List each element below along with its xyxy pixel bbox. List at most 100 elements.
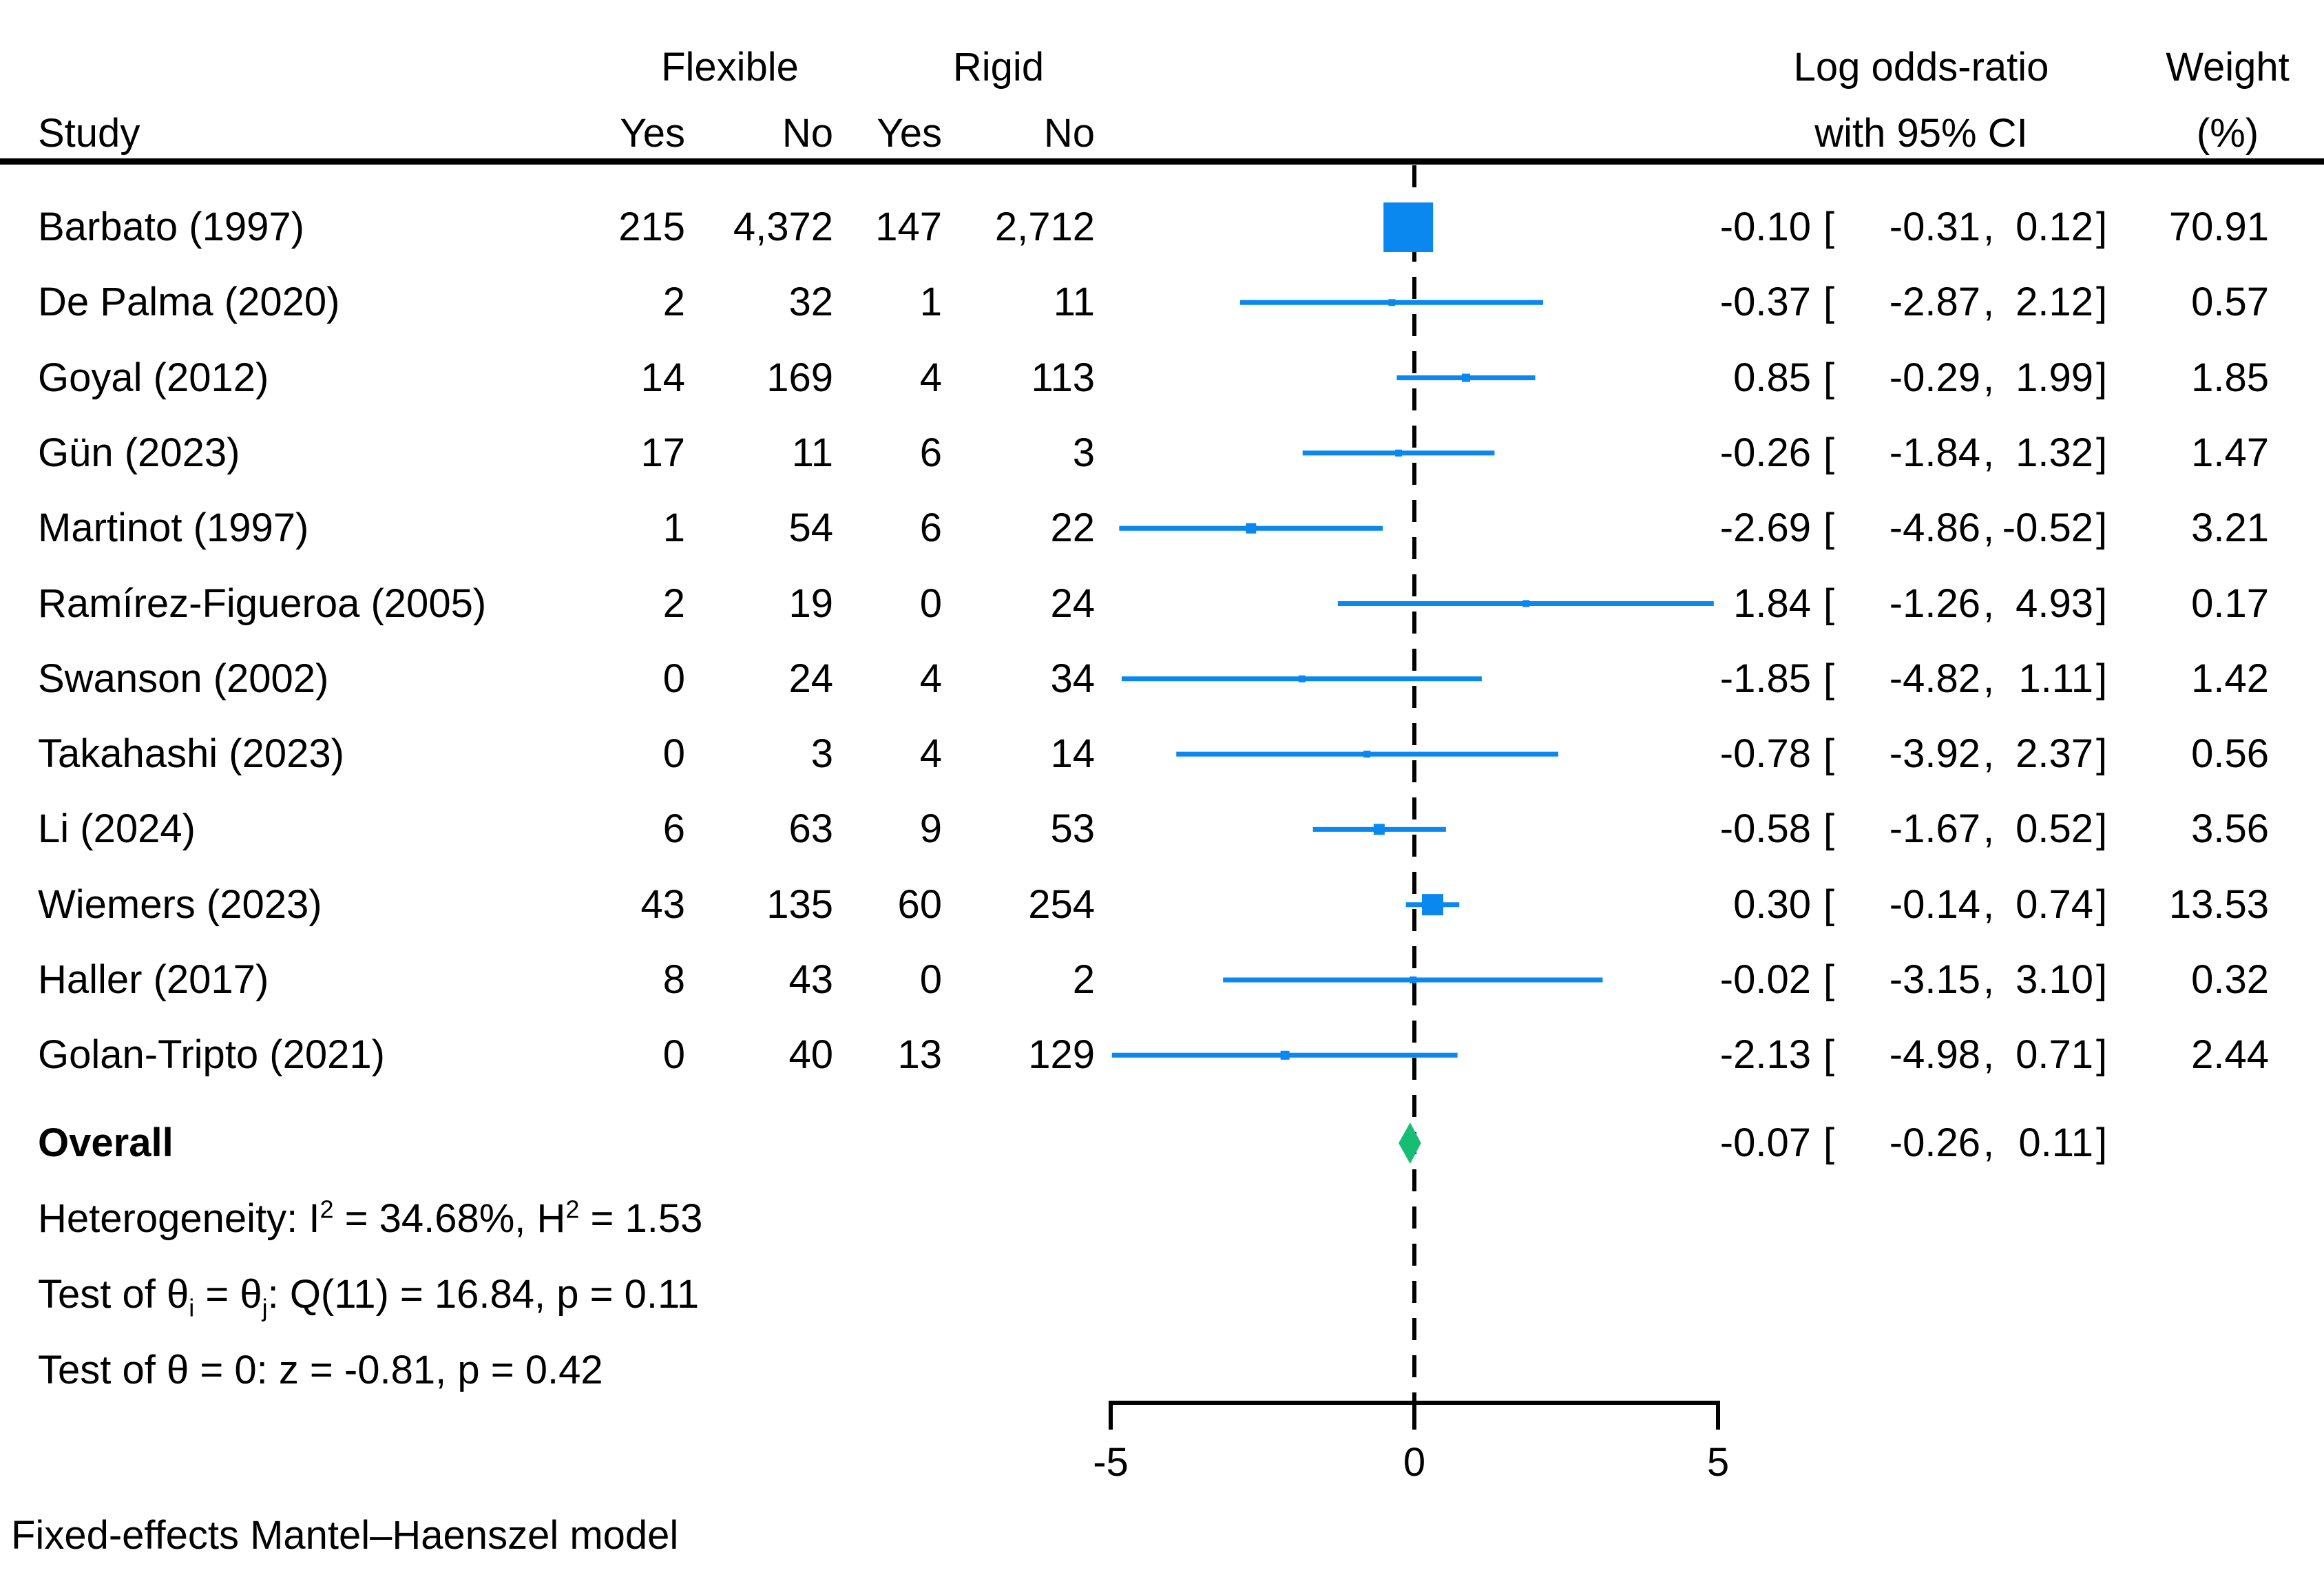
flexible-no-count: 169 bbox=[766, 355, 833, 400]
overall-row: Overall -0.07 [-0.26, 0.11] bbox=[0, 1111, 2324, 1175]
ci-upper: 1.11 bbox=[2018, 656, 2093, 701]
study-row: Li (2024) 6 63 9 53 -0.58 [-1.67, 0.52] 3.56 bbox=[0, 797, 2324, 861]
study-label: Martinot (1997) bbox=[38, 505, 309, 551]
comma: , bbox=[1983, 430, 1995, 475]
weight-value: 0.17 bbox=[2191, 581, 2269, 626]
weight-value: 13.53 bbox=[2168, 881, 2269, 927]
study-row: Martinot (1997) 1 54 6 22 -2.69 [-4.86, -0.52] 3… bbox=[0, 497, 2324, 560]
study-label: Haller (2017) bbox=[38, 957, 269, 1002]
study-row: Haller (2017) 8 43 0 2 -0.02 [-3.15, 3.10] 0.32 bbox=[0, 948, 2324, 1012]
rigid-no-count: 113 bbox=[1031, 355, 1095, 400]
flexible-no-count: 11 bbox=[791, 430, 833, 475]
study-row: De Palma (2020) 2 32 1 11 -0.37[-2.87, 2.12] 0.… bbox=[0, 271, 2324, 334]
study-label: Ramírez-Figueroa (2005) bbox=[38, 581, 487, 626]
effect-marker bbox=[1246, 523, 1257, 534]
rigid-yes-count: 4 bbox=[919, 731, 942, 777]
close-bracket: ] bbox=[2096, 505, 2108, 551]
h-squared-sup: 2 bbox=[565, 1195, 580, 1224]
rigid-no-count: 22 bbox=[1050, 505, 1095, 551]
ci-upper: 0.71 bbox=[2016, 1032, 2093, 1078]
study-label: Li (2024) bbox=[38, 806, 196, 852]
comma: , bbox=[1983, 656, 1995, 701]
flexible-no-count: 3 bbox=[810, 731, 833, 777]
weight-value: 3.21 bbox=[2191, 505, 2269, 551]
ci-upper: 0.74 bbox=[2016, 881, 2093, 927]
comma: , bbox=[1983, 1120, 1995, 1165]
open-bracket: [ bbox=[1823, 1120, 1835, 1165]
flexible-yes-count: 43 bbox=[640, 881, 685, 927]
open-bracket: [ bbox=[1823, 430, 1835, 475]
flexible-yes-count: 2 bbox=[662, 581, 685, 626]
study-label: Takahashi (2023) bbox=[38, 731, 344, 777]
study-label: Gün (2023) bbox=[38, 430, 240, 475]
close-bracket: ] bbox=[2096, 957, 2108, 1002]
open-bracket: [ bbox=[1823, 205, 1835, 249]
comma: , bbox=[1983, 280, 1995, 325]
ci-upper: -0.52 bbox=[2002, 505, 2093, 551]
open-bracket: [ bbox=[1823, 1032, 1835, 1078]
weight-value: 0.32 bbox=[2191, 957, 2269, 1002]
ci-upper: 0.52 bbox=[2016, 806, 2093, 852]
comma: , bbox=[1983, 881, 1995, 927]
z-test-line: Test of θ = 0: z = -0.81, p = 0.42 bbox=[38, 1348, 603, 1392]
effect-estimate: 0.30 bbox=[1733, 881, 1811, 927]
close-bracket: ] bbox=[2096, 581, 2108, 626]
open-bracket: [ bbox=[1823, 581, 1835, 626]
effect-estimate: -0.58 bbox=[1719, 806, 1811, 852]
close-bracket: ] bbox=[2096, 806, 2108, 852]
ci-upper: 3.10 bbox=[2016, 957, 2093, 1002]
comma: , bbox=[1983, 957, 1995, 1002]
flexible-yes-count: 14 bbox=[640, 355, 685, 400]
header-flexible-no: No bbox=[782, 111, 833, 156]
flexible-no-count: 4,372 bbox=[733, 205, 833, 249]
flexible-no-count: 135 bbox=[766, 881, 833, 927]
weight-value: 3.56 bbox=[2191, 806, 2269, 852]
rigid-no-count: 3 bbox=[1072, 430, 1095, 475]
rigid-yes-count: 0 bbox=[919, 957, 942, 1002]
rigid-yes-count: 13 bbox=[897, 1032, 942, 1078]
header-rigid-yes: Yes bbox=[877, 111, 942, 156]
header-weight-line2: (%) bbox=[2196, 111, 2259, 156]
effect-marker bbox=[1461, 373, 1470, 382]
effect-marker bbox=[1280, 1050, 1290, 1060]
effect-marker bbox=[1373, 824, 1385, 835]
rigid-no-count: 24 bbox=[1050, 581, 1095, 626]
effect-marker bbox=[1395, 449, 1403, 457]
ci-upper: 1.99 bbox=[2016, 355, 2093, 400]
ci-lower: -4.82 bbox=[1889, 656, 1980, 701]
rigid-yes-count: 1 bbox=[919, 280, 942, 325]
overall-diamond bbox=[1399, 1122, 1421, 1164]
ci-lower: -4.98 bbox=[1889, 1032, 1980, 1078]
q-test-line: Test of θi = θj: Q(11) = 16.84, p = 0.11 bbox=[38, 1272, 700, 1322]
effect-estimate: -0.37 bbox=[1719, 280, 1811, 325]
rigid-no-count: 2 bbox=[1072, 957, 1095, 1002]
study-label: Swanson (2002) bbox=[38, 656, 329, 701]
flexible-yes-count: 0 bbox=[662, 731, 685, 777]
study-label: De Palma (2020) bbox=[38, 280, 340, 325]
overall-label: Overall bbox=[38, 1120, 174, 1165]
header-flexible-yes: Yes bbox=[620, 111, 685, 156]
ci-upper: 4.93 bbox=[2016, 581, 2093, 626]
effect-estimate: 0.85 bbox=[1733, 355, 1811, 400]
close-bracket: ] bbox=[2096, 280, 2108, 325]
flexible-yes-count: 2 bbox=[662, 280, 685, 325]
effect-estimate: 1.84 bbox=[1733, 581, 1811, 626]
effect-marker bbox=[1421, 894, 1443, 916]
ci-lower: -4.86 bbox=[1889, 505, 1980, 551]
close-bracket: ] bbox=[2096, 656, 2108, 701]
flexible-no-count: 19 bbox=[788, 581, 833, 626]
i-squared-sup: 2 bbox=[320, 1195, 334, 1224]
effect-marker bbox=[1522, 600, 1530, 607]
flexible-yes-count: 0 bbox=[662, 1032, 685, 1078]
close-bracket: ] bbox=[2096, 1032, 2108, 1078]
open-bracket: [ bbox=[1823, 731, 1835, 777]
effect-marker bbox=[1388, 299, 1396, 306]
close-bracket: ] bbox=[2096, 881, 2108, 927]
rigid-no-count: 34 bbox=[1050, 656, 1095, 701]
x-axis-tick-label: -5 bbox=[1093, 1440, 1129, 1485]
comma: , bbox=[1983, 581, 1995, 626]
header-group-flexible: Flexible bbox=[661, 45, 799, 90]
open-bracket: [ bbox=[1823, 806, 1835, 852]
